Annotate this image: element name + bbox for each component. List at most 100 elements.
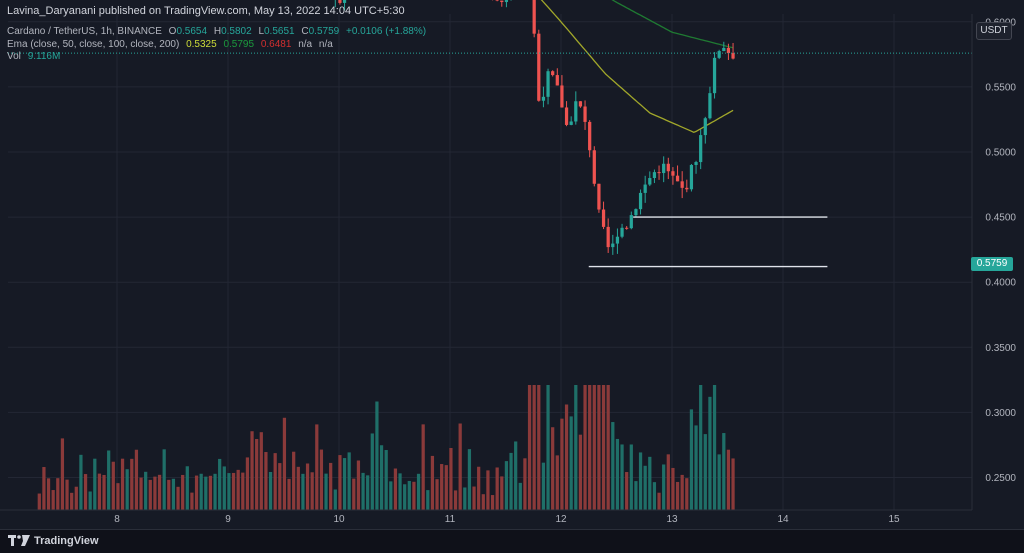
- ema-100-line: [611, 0, 734, 49]
- candle-body: [504, 0, 509, 3]
- volume-bar: [453, 490, 458, 510]
- last-price-tag: 0.5759: [971, 257, 1013, 271]
- vol-value: 9.116M: [27, 51, 61, 62]
- volume-bar: [541, 462, 546, 510]
- price-tick-label: 0.2500: [985, 473, 1016, 484]
- volume-bar: [555, 455, 559, 510]
- volume-bar: [208, 475, 213, 510]
- volume-bar: [472, 486, 476, 510]
- volume-bar: [662, 464, 666, 510]
- volume-bar: [310, 472, 314, 510]
- volume-bar: [477, 466, 481, 510]
- time-tick-label: 13: [666, 514, 678, 525]
- candle-body: [685, 187, 689, 190]
- currency-badge[interactable]: USDT: [976, 22, 1012, 40]
- tradingview-brand[interactable]: TradingView: [34, 535, 99, 547]
- volume-bar: [231, 472, 236, 510]
- volume-bar: [222, 466, 226, 510]
- ema-100-value: 0.5795: [223, 39, 255, 50]
- volume-bar: [629, 444, 633, 510]
- ohlc-close-value: 0.5759: [308, 26, 340, 37]
- price-tick-label: 0.5000: [985, 148, 1016, 159]
- volume-bar: [435, 479, 439, 510]
- volume-bar: [93, 458, 97, 510]
- volume-bar: [717, 454, 721, 510]
- time-tick-label: 12: [555, 514, 567, 525]
- volume-bar: [204, 476, 208, 510]
- volume-bar: [278, 463, 282, 510]
- volume-bar: [102, 474, 106, 510]
- candle-body: [689, 164, 694, 190]
- volume-bar: [509, 452, 513, 510]
- volume-bar: [213, 473, 217, 510]
- volume-bar: [467, 449, 472, 510]
- candle-body: [541, 96, 546, 101]
- candle-body: [537, 33, 541, 101]
- volume-bar: [699, 385, 703, 510]
- volume-bar: [588, 385, 592, 510]
- volume-bar: [264, 452, 268, 510]
- candle-body: [726, 47, 731, 54]
- footer-bar: TradingView: [0, 529, 1024, 553]
- volume-bar: [199, 473, 203, 510]
- volume-bar: [611, 422, 615, 510]
- volume-bar: [708, 396, 712, 510]
- volume-bar: [601, 385, 606, 510]
- volume-bar: [449, 447, 453, 510]
- volume-bar: [657, 492, 661, 510]
- candle-body: [694, 162, 698, 165]
- time-tick-label: 11: [445, 514, 456, 525]
- volume-bar: [546, 385, 550, 510]
- volume-bar: [523, 458, 527, 510]
- volume-bar: [194, 475, 199, 510]
- candle-body: [708, 93, 712, 119]
- volume-bar: [315, 424, 319, 510]
- volume-bar: [74, 486, 78, 510]
- volume-bar: [426, 490, 430, 510]
- volume-bar: [403, 484, 407, 510]
- candle-body: [625, 227, 629, 229]
- ema-extra-value-1: n/a: [298, 39, 313, 50]
- ema-label: Ema (close, 50, close, 100, close, 200): [7, 39, 180, 50]
- ema-lines: [540, 0, 734, 134]
- price-tick-label: 0.5500: [985, 82, 1016, 93]
- ohlc-high-value: 0.5802: [221, 26, 252, 37]
- volume-bar: [606, 385, 610, 510]
- volume-bar: [329, 462, 333, 510]
- volume-bar: [255, 439, 259, 510]
- volume-bar: [370, 433, 374, 510]
- price-tick-label: 0.4000: [985, 278, 1016, 289]
- volume-bar: [292, 451, 296, 510]
- volume-bar: [218, 458, 222, 510]
- volume-bar: [305, 463, 310, 510]
- volume-bar: [689, 409, 694, 510]
- volume-bar: [245, 457, 250, 510]
- volume-bar: [287, 478, 291, 510]
- volume-bar: [495, 467, 499, 510]
- volume-bar: [532, 385, 536, 510]
- volume-bar: [153, 476, 157, 510]
- volume-bar: [42, 467, 46, 510]
- time-axis[interactable]: 8 9 10 11 12 13 14 15: [114, 514, 900, 525]
- price-chart[interactable]: 0.2500 0.3000 0.3500 0.4000 0.4500 0.5000 0.55…: [0, 0, 1024, 529]
- candle-body: [671, 171, 675, 176]
- volume-bar: [421, 424, 425, 510]
- volume-bar: [398, 473, 402, 510]
- volume-bar: [675, 481, 680, 510]
- volume-bar: [324, 473, 328, 510]
- candle-body: [703, 118, 707, 136]
- volume-bar: [342, 458, 347, 510]
- volume-bar: [144, 471, 148, 510]
- volume-bar: [46, 478, 51, 510]
- candle-body: [588, 121, 592, 151]
- horizontal-levels: [588, 216, 828, 268]
- candles: [334, 0, 735, 255]
- volume-bar: [703, 434, 707, 510]
- ema-50-value: 0.5325: [186, 39, 217, 50]
- volume-bar: [592, 385, 596, 510]
- candle-body: [666, 163, 670, 172]
- ohlc-change: +0.0106 (+1.88%): [345, 26, 427, 37]
- volume-bar: [680, 474, 684, 510]
- volume-bar: [70, 492, 74, 510]
- tradingview-logo-icon[interactable]: [8, 535, 30, 547]
